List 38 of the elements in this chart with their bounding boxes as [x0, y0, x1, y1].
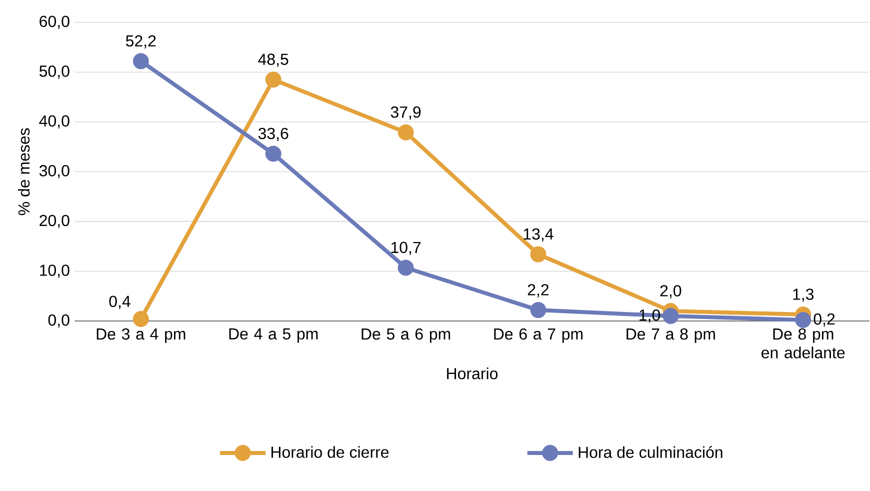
x-tick-label: De 6 a 7 pm: [494, 328, 583, 343]
point: [265, 72, 282, 88]
point: [530, 246, 546, 262]
legend-label: Hora de culminación: [578, 446, 722, 458]
point: [530, 302, 546, 318]
point: [662, 308, 679, 324]
x-tick-label: De 5 a 6 pm: [362, 328, 450, 343]
data-label: 0,2: [814, 313, 835, 327]
y-tick-label: 40,0: [39, 115, 70, 128]
point: [398, 260, 414, 276]
x-tick-label: De 7 a 8 pm: [626, 328, 715, 343]
data-label: 0,4: [109, 296, 130, 309]
data-label: 48,5: [258, 54, 288, 67]
y-tick-label: 50,0: [39, 66, 70, 79]
y-tick-label: 0,0: [48, 314, 70, 328]
legend-label: Horario de cierre: [271, 446, 389, 458]
point: [265, 146, 282, 162]
y-tick-label: 10,0: [40, 264, 70, 278]
x-tick-label: De 8 pm en adelante: [762, 328, 845, 358]
x-tick-label: De 4 a 5 pm: [229, 328, 318, 343]
point: [132, 53, 149, 70]
x-tick-label: De 3 a 4 pm: [96, 328, 186, 343]
data-label: 2,0: [660, 285, 682, 298]
data-label: 37,9: [390, 106, 421, 120]
data-label: 1,3: [793, 288, 814, 302]
y-axis-title: % de meses: [18, 128, 30, 216]
point: [795, 312, 812, 328]
data-label: 33,6: [258, 128, 288, 142]
data-label: 13,4: [524, 228, 554, 242]
y-tick-label: 60,0: [40, 16, 70, 29]
y-tick-label: 30,0: [39, 165, 70, 178]
data-label: 2,2: [528, 284, 549, 298]
y-tick-label: 20,0: [40, 214, 70, 228]
x-axis-title: Horario: [447, 368, 498, 380]
data-label: 10,7: [391, 242, 421, 256]
point: [398, 124, 414, 140]
point: [132, 310, 149, 327]
data-label: 52,2: [126, 35, 156, 48]
